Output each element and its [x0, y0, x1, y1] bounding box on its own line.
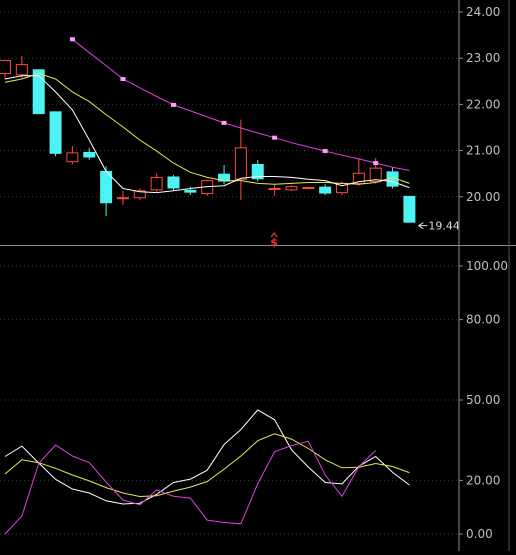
- candle: [49, 111, 62, 157]
- candle-body: [403, 195, 416, 223]
- j-line: [4, 440, 377, 535]
- candle-body: [0, 60, 11, 74]
- d-line: [4, 433, 410, 498]
- ma-long-line: [72, 38, 410, 171]
- indicator-tick-label: 20.00: [466, 473, 500, 487]
- candle: [66, 145, 79, 165]
- candle: [234, 119, 247, 201]
- indicator-tick-label: 80.00: [466, 313, 500, 327]
- price-tick-label: 22.00: [466, 97, 500, 111]
- indicator-panel: 100.00 80.00 50.00 20.00 0.00: [0, 259, 508, 541]
- ma-mid-line: [4, 72, 410, 185]
- price-tick-label: 23.00: [466, 51, 500, 65]
- candle: [167, 175, 180, 191]
- candle-body: [285, 186, 298, 191]
- candle: [268, 184, 281, 196]
- candle: [319, 184, 332, 195]
- ma-long-dot: [322, 149, 328, 154]
- indicator-tick-label: 100.00: [466, 259, 508, 273]
- ma-long-dot: [171, 102, 176, 107]
- candle-body: [352, 172, 365, 184]
- candle: [302, 186, 315, 190]
- candle-body: [116, 197, 129, 200]
- candle: [218, 164, 231, 185]
- candle: [0, 60, 11, 79]
- candle-body: [184, 189, 197, 193]
- candle-body: [369, 167, 382, 183]
- candle-body: [218, 173, 231, 182]
- price-tick-label: 24.00: [466, 5, 500, 19]
- candle: [116, 190, 129, 205]
- ma-long-dot: [120, 76, 126, 81]
- candle-body: [100, 170, 113, 204]
- candle: [15, 55, 28, 78]
- ma-long-dot: [221, 120, 227, 125]
- candle: [352, 157, 365, 186]
- last-price-label: 19.44: [428, 220, 460, 233]
- candle-body: [49, 111, 62, 154]
- candle: [32, 69, 45, 115]
- candle-body: [32, 69, 45, 115]
- marker-caret: [270, 232, 278, 238]
- candle: [201, 179, 214, 196]
- candle-body: [302, 187, 315, 190]
- indicator-tick-label: 50.00: [466, 393, 500, 407]
- candle: [251, 159, 264, 182]
- candle: [403, 195, 416, 223]
- candle-body: [133, 190, 146, 199]
- candle: [285, 185, 298, 191]
- candle-body: [319, 186, 332, 194]
- candle: [83, 147, 96, 160]
- k-line: [4, 409, 410, 505]
- price-panel: 24.00 23.00 22.00 21.00 20.00 19.44 $: [0, 5, 500, 249]
- candle: [100, 166, 113, 217]
- candle: [150, 173, 163, 192]
- candle-body: [268, 187, 281, 190]
- marker-label: $: [270, 236, 278, 249]
- candle-body: [15, 64, 28, 76]
- candle-body: [83, 151, 96, 158]
- ma-long-dot: [69, 37, 75, 42]
- price-tick-label: 21.00: [466, 144, 500, 158]
- candle-body: [234, 147, 247, 180]
- last-price-arrow: [418, 222, 428, 230]
- candle-body: [150, 176, 163, 191]
- candle-body: [251, 163, 264, 180]
- indicator-tick-label: 0.00: [466, 527, 493, 541]
- candle-body: [66, 152, 79, 163]
- ma-long-dot: [272, 135, 278, 140]
- price-tick-label: 20.00: [466, 190, 500, 204]
- ma-long-dot: [373, 161, 379, 166]
- candle: [133, 188, 146, 201]
- candle-body: [167, 176, 180, 189]
- ma-short-line: [4, 75, 410, 194]
